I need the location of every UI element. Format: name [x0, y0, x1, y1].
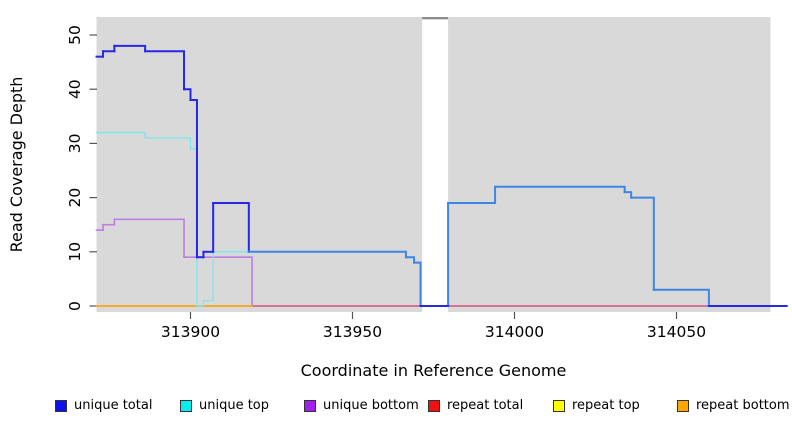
legend-item-repeat_bottom: repeat bottom: [677, 399, 790, 413]
x-tick-label: 314050: [647, 323, 706, 341]
x-tick-label: 313950: [323, 323, 382, 341]
y-tick-label: 0: [66, 301, 84, 311]
series-line-unique_bottom: [183, 256, 253, 307]
y-tick-label: 50: [66, 25, 84, 45]
legend-item-unique_top: unique top: [180, 399, 269, 413]
y-tick-label: 20: [66, 188, 84, 208]
legend-swatch-repeat_top: [553, 400, 565, 412]
x-axis-title: Coordinate in Reference Genome: [301, 361, 567, 380]
x-tick-label: 314000: [485, 323, 544, 341]
chart-panel: [448, 17, 771, 312]
y-tick-label: 30: [66, 134, 84, 154]
chart-panel: [96, 17, 423, 312]
legend-swatch-repeat_total: [428, 400, 440, 412]
series-line-unique_total: [113, 44, 147, 53]
legend-item-unique_total: unique total: [55, 399, 152, 413]
series-line-unique_total: [652, 288, 710, 307]
series-line-unique_total: [183, 88, 192, 102]
series-line-unique_total: [247, 250, 407, 259]
legend-label: repeat total: [447, 398, 524, 413]
series-line-unique_total: [189, 99, 198, 259]
series-line-unique_total: [144, 50, 186, 91]
series-line-unique_top: [144, 137, 192, 150]
series-line-unique_total: [413, 261, 422, 307]
legend-label: repeat top: [572, 398, 640, 413]
series-line-unique_total: [404, 256, 416, 264]
legend-swatch-unique_bottom: [304, 400, 316, 412]
x-tick-label: 313900: [161, 323, 220, 341]
y-tick-label: 40: [66, 79, 84, 99]
legend-swatch-repeat_bottom: [677, 400, 689, 412]
series-line-unique_top: [95, 131, 146, 139]
y-axis-title: Read Coverage Depth: [7, 77, 26, 253]
legend-label: unique top: [199, 398, 270, 413]
coverage-chart: 313900 313950 314000 314050 0 10 20 30 40 50 Coord…: [7, 17, 788, 380]
legend-label: repeat bottom: [696, 398, 790, 413]
series-line-unique_total: [494, 185, 626, 194]
legend-item-unique_bottom: unique bottom: [304, 399, 419, 413]
series-line-unique_bottom: [113, 218, 185, 259]
series-line-unique_total: [630, 196, 655, 291]
legend-label: unique total: [74, 398, 153, 413]
legend-item-repeat_total: repeat total: [428, 399, 523, 413]
series-line-unique_total: [212, 202, 250, 253]
legend-item-repeat_top: repeat top: [553, 399, 640, 413]
legend-swatch-unique_top: [180, 400, 192, 412]
legend-label: unique bottom: [323, 398, 419, 413]
legend-swatch-unique_total: [55, 400, 67, 412]
series-line-unique_total: [623, 191, 633, 199]
y-tick-label: 10: [66, 242, 84, 262]
